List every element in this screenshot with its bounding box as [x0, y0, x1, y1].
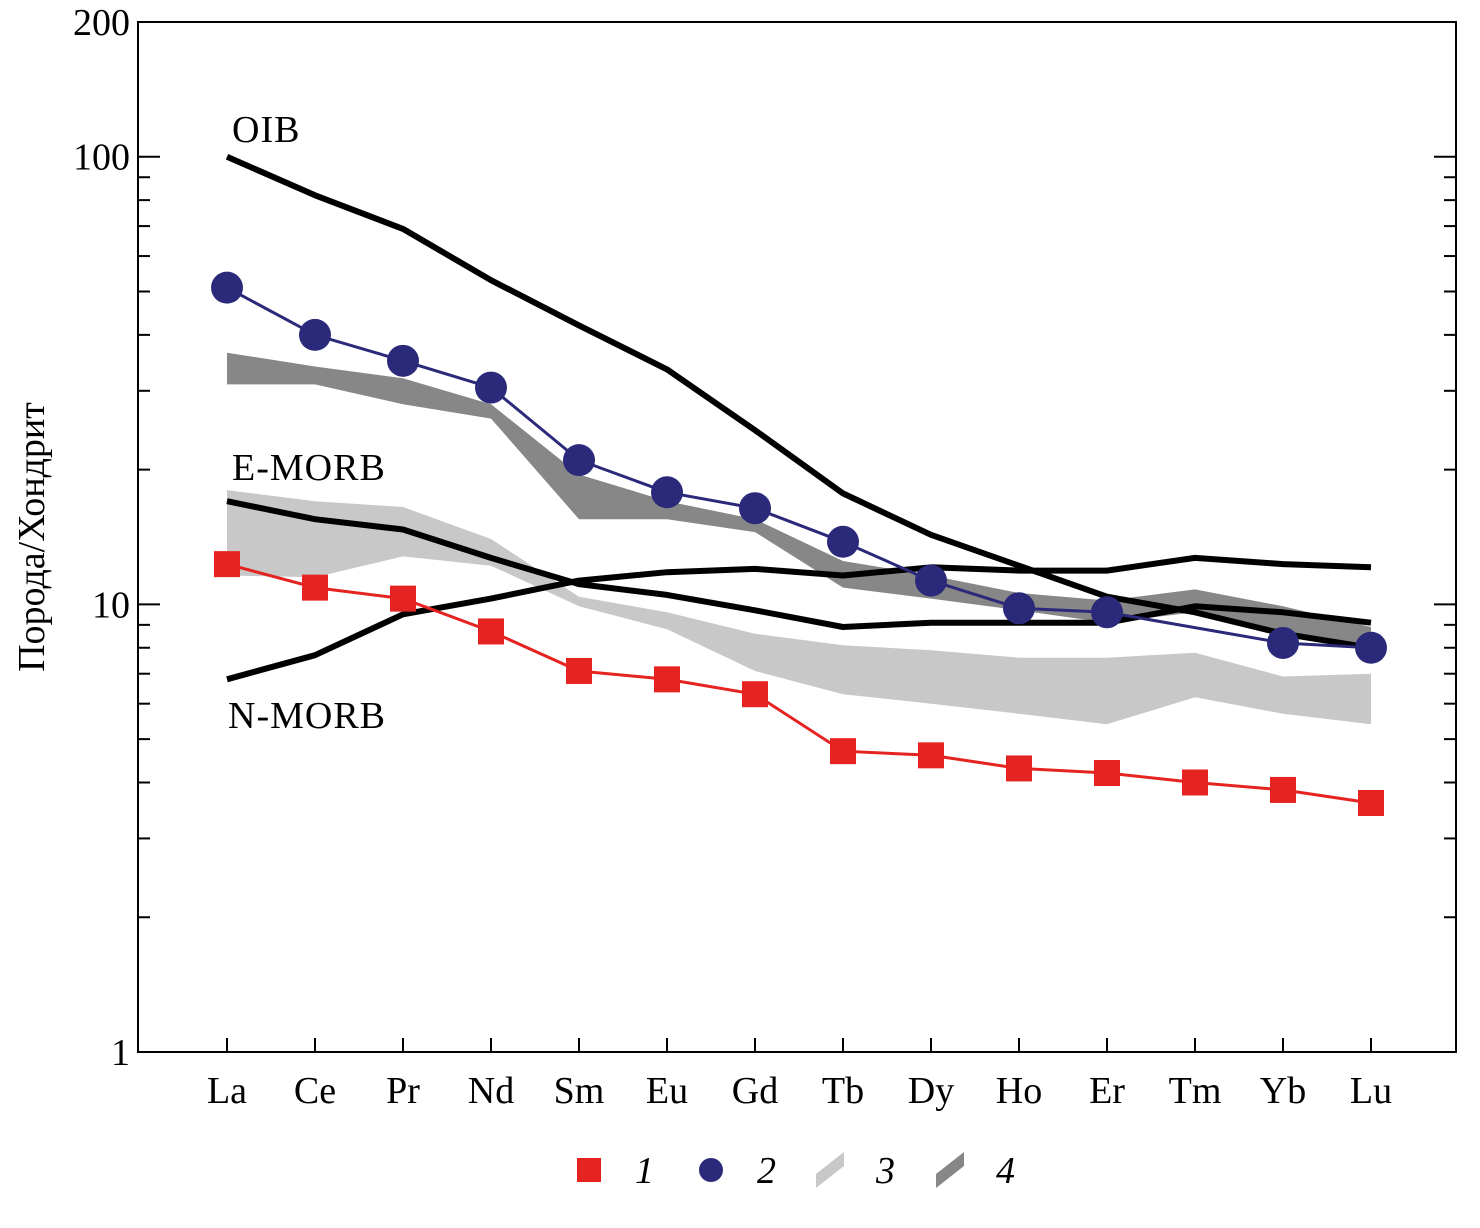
point-s2-Nd	[475, 371, 507, 404]
point-s2-Eu	[651, 476, 683, 509]
point-s1-Ce	[302, 574, 328, 601]
point-s1-Pr	[390, 585, 416, 612]
point-s2-Ho	[1003, 592, 1035, 625]
x-tick-label-Er: Er	[1089, 1070, 1125, 1112]
x-tick-label-Tb: Tb	[822, 1070, 864, 1112]
point-s2-Sm	[563, 444, 595, 477]
reference-label-emorb: E-MORB	[232, 447, 386, 489]
point-s2-Ce	[299, 318, 331, 351]
point-s1-Ho	[1006, 755, 1032, 782]
point-s2-La	[211, 271, 243, 304]
x-tick-label-Ho: Ho	[996, 1070, 1042, 1112]
reference-line-nmorb	[226, 554, 1372, 683]
point-s1-Nd	[478, 618, 504, 645]
legend-symbol-4	[936, 1152, 964, 1188]
point-s2-Er	[1091, 596, 1123, 629]
band-b4	[227, 352, 1371, 646]
y-tick-label: 1	[111, 1032, 130, 1074]
reference-lines-layer	[225, 153, 1372, 683]
point-s2-Dy	[915, 564, 947, 597]
point-s2-Tb	[827, 525, 859, 558]
point-s1-Tb	[830, 738, 856, 765]
x-tick-label-Ce: Ce	[294, 1070, 336, 1112]
x-tick-label-La: La	[207, 1070, 247, 1112]
point-s1-Dy	[918, 742, 944, 769]
legend-symbol-3	[816, 1152, 844, 1188]
x-tick-label-Lu: Lu	[1350, 1070, 1392, 1112]
axes-layer	[137, 21, 1457, 1053]
ticks-layer	[138, 21, 1456, 1053]
point-s1-Eu	[654, 666, 680, 693]
point-s1-Gd	[742, 681, 768, 708]
y-tick-label: 100	[73, 137, 130, 179]
y-tick-label: 10	[92, 584, 130, 626]
x-tick-label-Gd: Gd	[732, 1070, 778, 1112]
reference-label-oib: OIB	[232, 109, 300, 151]
reference-line-emorb	[226, 498, 1372, 630]
labels-layer: OIB E-MORB N-MORB 1 10 100 200 La Ce Pr Nd Sm Eu Gd Tb…	[73, 2, 1392, 1112]
legend-label-4: 4	[996, 1150, 1015, 1192]
x-tick-label-Tm: Tm	[1169, 1070, 1222, 1112]
legend-symbol-2	[699, 1158, 723, 1182]
y-axis-label: Порода/Хондрит	[11, 402, 53, 672]
point-s1-Lu	[1358, 789, 1384, 816]
x-tick-label-Dy: Dy	[908, 1070, 954, 1112]
point-s2-Pr	[387, 344, 419, 377]
legend: 1 2 3 4	[577, 1150, 1015, 1192]
point-s1-Tm	[1182, 769, 1208, 796]
x-tick-label-Eu: Eu	[646, 1070, 688, 1112]
series-line-s1	[226, 562, 1372, 805]
reference-label-nmorb: N-MORB	[228, 695, 386, 737]
point-s2-Gd	[739, 492, 771, 525]
x-tick-label-Nd: Nd	[468, 1070, 514, 1112]
bands-layer	[227, 352, 1371, 725]
series-layer	[211, 271, 1387, 816]
legend-label-2: 2	[757, 1150, 776, 1192]
point-s1-Er	[1094, 760, 1120, 787]
point-s1-Sm	[566, 657, 592, 684]
legend-label-3: 3	[875, 1150, 895, 1192]
point-s1-Yb	[1270, 776, 1296, 803]
y-tick-label: 200	[73, 2, 130, 44]
x-tick-label-Sm: Sm	[554, 1070, 605, 1112]
point-s1-La	[214, 551, 240, 578]
legend-symbol-1	[577, 1158, 601, 1182]
legend-label-1: 1	[635, 1150, 654, 1192]
point-s2-Lu	[1355, 631, 1387, 664]
point-s2-Yb	[1267, 626, 1299, 659]
plot-frame	[137, 21, 1457, 1053]
x-tick-label-Pr: Pr	[386, 1070, 420, 1112]
band-b3	[227, 490, 1371, 725]
x-tick-label-Yb: Yb	[1260, 1070, 1306, 1112]
